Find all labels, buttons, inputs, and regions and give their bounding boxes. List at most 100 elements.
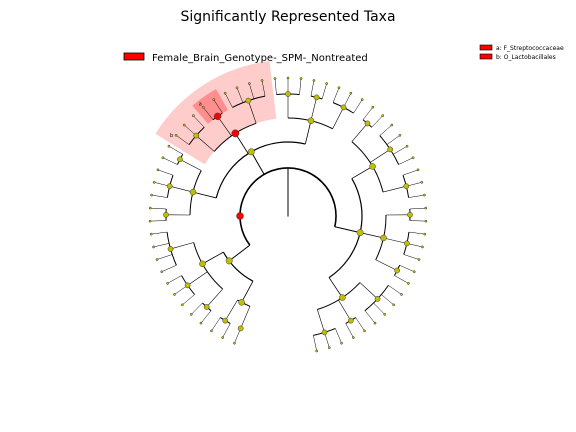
branch-order [328,277,343,298]
branch-leaf [222,323,231,338]
branch-family [369,149,391,163]
root-node [287,215,289,217]
node-leaf [312,79,316,82]
branch-leaf [261,80,266,97]
node-leaf [424,206,428,210]
branch-leaf [399,265,415,272]
branch-family [382,185,407,193]
node-leaf [221,336,225,339]
branch-leaf [386,135,401,145]
node-family [374,296,381,302]
node-leaf [340,341,343,345]
branch-order [241,280,254,303]
branch-family [310,97,317,121]
node-family [166,183,173,190]
node-enriched-family [213,112,222,120]
arc-class [222,251,254,282]
branch-leaf [167,275,182,284]
branch-leaf [236,87,244,103]
branch-leaf [408,231,425,235]
branch-family [351,123,368,142]
node-leaf [199,321,203,325]
branch-family [187,271,208,286]
branch-leaf [249,83,255,99]
node-leaf [407,282,410,285]
node-family [321,329,328,336]
node-order [339,294,346,301]
branch-class [228,244,251,262]
node-leaf [420,180,424,184]
branch-family [338,299,352,321]
node-family [285,91,291,97]
node-leaf [381,114,385,118]
node-leaf [286,76,290,80]
node-order [369,163,376,170]
biomarker-legend-label-a: a: F_Streptococcaceae [496,45,564,52]
node-order [380,234,387,242]
branch-leaf [150,220,167,222]
node-leaf [373,321,377,325]
branch-leaf [151,194,168,198]
node-leaf [417,258,421,261]
branch-leaf [355,317,365,331]
branch-leaf [353,99,363,114]
branch-leaf [151,231,168,235]
node-class [356,229,364,237]
clade-shade-b [155,61,277,165]
branch-leaf [398,157,414,165]
branch-leaf [409,207,426,210]
node-class [247,148,255,156]
branch-leaf [364,310,376,324]
branch-family [383,237,407,244]
branch-order [304,120,312,145]
branch-leaf [373,302,385,315]
clade-label-b: b [170,133,173,139]
branch-leaf [408,194,425,198]
node-leaf [248,82,251,85]
node-leaf [424,219,428,223]
branch-leaf [345,323,354,338]
branch-leaf [313,335,317,352]
node-leaf [315,349,319,353]
node-leaf [398,133,402,137]
branch-family [359,282,378,300]
node-leaf [327,346,331,350]
branch-family [170,242,194,250]
node-leaf [156,168,160,172]
node-leaf [152,180,156,184]
branch-leaf [211,317,221,331]
branch-leaf [156,254,173,260]
node-leaf [210,329,213,333]
node-leaf [150,193,153,197]
arc-class [328,178,363,279]
node-leaf [223,91,227,95]
node-family [403,183,410,190]
branch-leaf [371,115,383,128]
node-leaf [173,293,176,296]
node-family [387,146,394,153]
node-leaf [201,105,205,109]
branch-leaf [182,294,195,306]
node-leaf [421,245,424,249]
node-order [189,188,197,196]
node-leaf [390,123,394,127]
biomarker-legend-swatch-b [479,53,493,60]
node-leaf [189,313,193,316]
class-legend-swatch [123,52,145,61]
branch-family [196,135,215,152]
branch-class [334,226,361,234]
branch-leaf [213,99,223,114]
node-leaf [363,329,366,333]
node-enriched-order [231,129,240,138]
node-enriched-phylum-anchor [236,212,244,220]
node-leaf [351,336,355,339]
branch-family [217,116,232,137]
node-family [347,317,354,324]
branch-leaf [403,254,420,260]
node-leaf [212,98,216,101]
node-family [340,104,347,111]
node-leaf [233,341,236,345]
node-leaf [181,303,184,307]
branch-leaf [200,310,212,324]
